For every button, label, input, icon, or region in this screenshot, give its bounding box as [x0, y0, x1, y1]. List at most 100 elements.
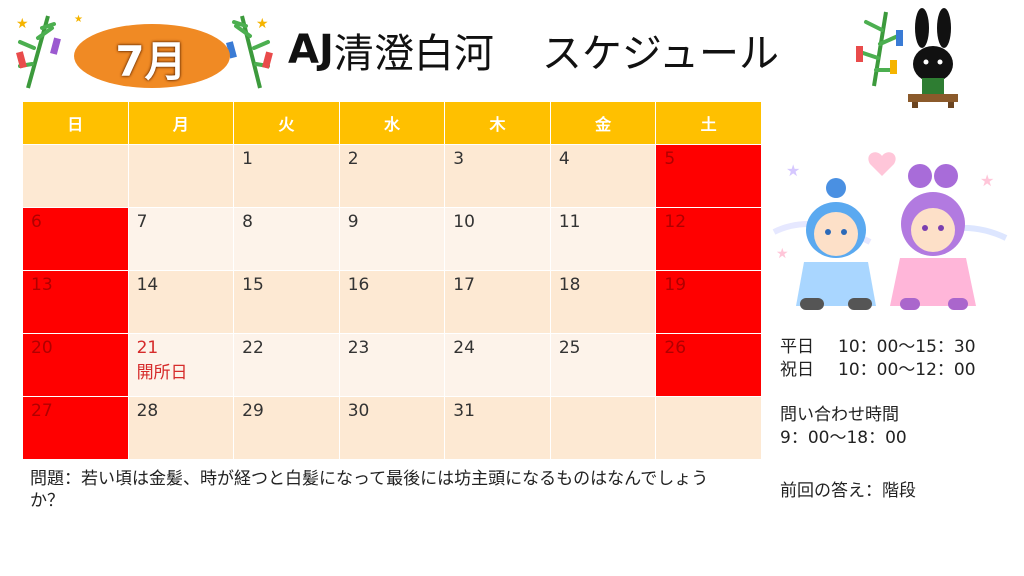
calendar-day-cell: 2 — [338, 144, 446, 208]
title-brand: AJ — [288, 27, 334, 73]
calendar-day-number: 5 — [664, 149, 676, 169]
svg-text:★: ★ — [776, 246, 789, 262]
svg-text:★: ★ — [980, 171, 994, 190]
calendar-day-cell: 6 — [22, 207, 129, 271]
weekday-header-row: 日月火水木金土 — [22, 101, 762, 145]
calendar-day-number: 29 — [242, 401, 264, 421]
calendar-day-cell: 22 — [233, 333, 340, 397]
calendar-day-cell: 23 — [338, 333, 446, 397]
calendar-day-number: 16 — [347, 275, 370, 295]
calendar-day-cell: 12 — [655, 207, 762, 271]
calendar-week-row: 6 7 8 9 10 11 12 — [22, 207, 762, 271]
calendar-day-cell: 7 — [127, 207, 235, 271]
previous-answer: 前回の答え：階段 — [780, 481, 916, 501]
calendar-table: 日月火水木金土 1 2 3 4 5 6 7 8 9 10 11 12 13 14 15 16 17 18 19 20 2… — [22, 101, 762, 460]
calendar-day-number: 14 — [136, 275, 159, 295]
calendar-day-number: 26 — [664, 338, 687, 358]
calendar-day-cell: 1 — [233, 144, 340, 208]
weekday-header: 土 — [655, 101, 762, 145]
calendar-day-number: 19 — [664, 275, 687, 295]
calendar-day-number: 13 — [31, 275, 53, 295]
calendar-day-number: 10 — [453, 212, 475, 232]
weekday-time: 10：00〜15：30 — [838, 337, 976, 357]
contact-label: 問い合わせ時間 — [780, 405, 899, 425]
calendar-day-number: 9 — [347, 212, 359, 232]
calendar-day-number: 17 — [453, 275, 475, 295]
calendar-day-cell: 25 — [549, 333, 657, 397]
weekday-label: 平日 — [780, 337, 814, 357]
calendar-day-cell: 11 — [549, 207, 657, 271]
calendar-day-number: 27 — [31, 401, 53, 421]
weekday-hours: 平日 10：00〜15：30 — [780, 336, 976, 359]
bamboo-icon — [856, 11, 903, 87]
calendar-day-cell: 9 — [338, 207, 446, 271]
title-name: 清澄白河 — [333, 31, 494, 77]
calendar-day-cell — [655, 396, 762, 460]
calendar-day-cell: 8 — [233, 207, 340, 271]
calendar-day-cell: 29 — [233, 396, 340, 460]
calendar-day-cell: 14 — [127, 270, 235, 334]
calendar-day-number: 24 — [453, 338, 475, 358]
svg-text:★: ★ — [74, 14, 83, 25]
calendar-day-cell: 30 — [338, 396, 446, 460]
weekday-header: 木 — [444, 101, 551, 145]
tanabata-decoration-icon: ★ ★ ★ — [16, 14, 273, 89]
calendar-day-cell: 15 — [233, 270, 340, 334]
calendar-day-number: 1 — [242, 149, 253, 169]
weekday-header: 金 — [549, 101, 657, 145]
calendar-day-number: 8 — [242, 212, 253, 232]
weekday-header: 水 — [338, 101, 446, 145]
calendar-day-number: 23 — [347, 338, 370, 358]
calendar-day-number: 25 — [558, 338, 581, 358]
weekday-header: 月 — [127, 101, 235, 145]
month-label: 7月 — [115, 36, 187, 86]
calendar-day-cell — [549, 396, 657, 460]
calendar-week-row: 1 2 3 4 5 — [22, 144, 762, 208]
calendar-day-number: 22 — [242, 338, 264, 358]
opening-hours: 平日 10：00〜15：30 祝日 10：00〜12：00 — [780, 336, 976, 382]
svg-text:★: ★ — [16, 16, 29, 32]
rabbit-icon — [908, 8, 958, 108]
calendar-day-cell: 10 — [444, 207, 551, 271]
calendar-day-number: 20 — [31, 338, 53, 358]
holiday-label: 祝日 — [780, 360, 814, 380]
calendar-day-number: 3 — [453, 149, 465, 169]
calendar-day-number: 28 — [136, 401, 159, 421]
contact-time: 9：00〜18：00 — [780, 428, 907, 448]
calendar-day-number: 7 — [136, 212, 148, 232]
calendar-day-number: 11 — [558, 212, 581, 232]
contact-hours: 問い合わせ時間 9：00〜18：00 — [780, 404, 907, 450]
calendar-day-cell: 16 — [338, 270, 446, 334]
page-title: AJ 清澄白河 スケジュール — [288, 24, 780, 77]
calendar-day-number: 21 — [136, 338, 159, 358]
calendar-day-cell: 5 — [655, 144, 762, 208]
orihime-hikoboshi-icon: ★ ★ ★ — [772, 152, 1008, 310]
calendar-day-number: 31 — [453, 401, 475, 421]
calendar-day-cell: 13 — [22, 270, 129, 334]
calendar-day-cell: 17 — [444, 270, 551, 334]
calendar-day-number: 15 — [242, 275, 264, 295]
calendar-week-row: 20 21 開所日 22 23 24 25 26 — [22, 333, 762, 397]
calendar-day-cell: 24 — [444, 333, 551, 397]
calendar-day-cell: 4 — [549, 144, 657, 208]
calendar-day-number: 12 — [664, 212, 687, 232]
calendar-week-row: 13 14 15 16 17 18 19 — [22, 270, 762, 334]
calendar-day-cell: 26 — [655, 333, 762, 397]
calendar-day-number: 18 — [558, 275, 581, 295]
calendar-day-number: 4 — [558, 149, 570, 169]
svg-text:★: ★ — [786, 161, 800, 180]
open-day-note: 開所日 — [136, 363, 188, 383]
month-badge: ★ ★ ★ 7月 — [14, 8, 276, 90]
calendar-day-cell: 20 — [22, 333, 129, 397]
calendar-week-row: 27 28 29 30 31 — [22, 396, 762, 460]
weekday-header: 日 — [22, 101, 129, 145]
calendar-day-cell: 3 — [444, 144, 551, 208]
calendar-day-cell: 31 — [444, 396, 551, 460]
calendar-day-cell: 27 — [22, 396, 129, 460]
calendar-day-cell — [127, 144, 235, 208]
svg-text:★: ★ — [256, 16, 269, 32]
calendar-day-cell — [22, 144, 129, 208]
holiday-time: 10：00〜12：00 — [838, 360, 976, 380]
weekday-header: 火 — [233, 101, 340, 145]
title-suffix: スケジュール — [541, 31, 780, 77]
